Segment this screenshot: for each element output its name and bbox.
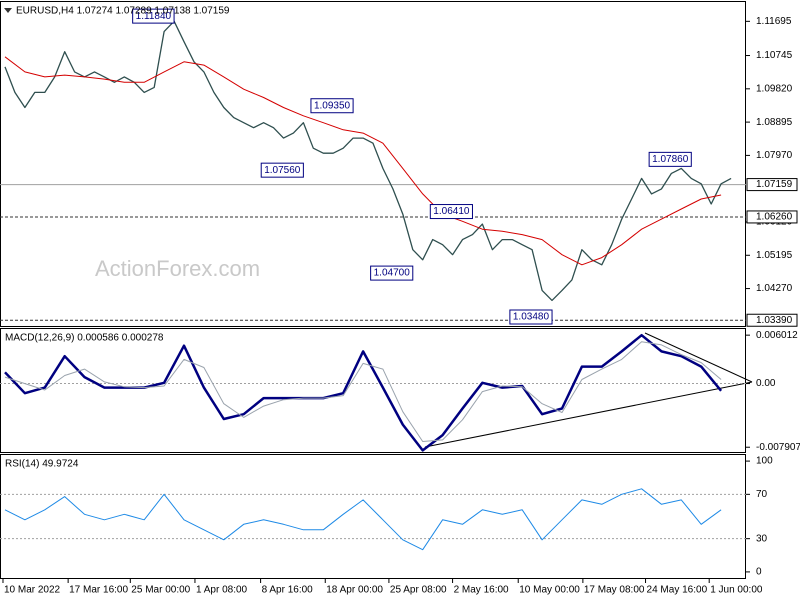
price-annotation: 1.09350 — [314, 100, 351, 111]
price-label: 1.07159 — [756, 179, 793, 190]
price-label-box — [746, 178, 798, 192]
trendline — [644, 332, 753, 383]
y-tick-label: 1.09820 — [756, 83, 793, 94]
x-tick-label: 25 Mar 00:00 — [131, 585, 190, 596]
series-line — [4, 20, 732, 302]
price-annotation: 1.04700 — [374, 268, 411, 279]
x-tick-label: 18 Apr 00:00 — [326, 585, 383, 596]
price-annotation-box — [310, 98, 354, 114]
x-tick-label: 1 Jun 00:00 — [710, 585, 763, 596]
series-line — [4, 56, 722, 266]
price-label: 1.03390 — [756, 315, 793, 326]
x-tick-label: 2 May 16:00 — [454, 585, 509, 596]
price-annotation: 1.06410 — [433, 206, 470, 217]
panel-frame — [0, 454, 746, 579]
price-annotation-box — [260, 162, 304, 178]
price-annotation: 1.03480 — [513, 312, 550, 323]
price-label: 1.06260 — [756, 212, 793, 223]
trendline — [424, 381, 753, 448]
panel-title: EURUSD,H4 1.07274 1.07289 1.07138 1.0715… — [16, 6, 230, 17]
y-tick-label: 70 — [756, 489, 768, 500]
price-annotation-box — [370, 265, 414, 281]
price-label-box — [746, 313, 798, 327]
y-tick-label: 1.07970 — [756, 150, 793, 161]
menu-icon — [4, 8, 12, 13]
y-tick-label: 1.08895 — [756, 117, 793, 128]
panel-frame — [0, 328, 746, 453]
x-tick-label: 8 Apr 16:00 — [262, 585, 314, 596]
x-tick-label: 17 May 08:00 — [584, 585, 645, 596]
x-tick-label: 1 Apr 08:00 — [196, 585, 248, 596]
y-tick-label: 0.00 — [756, 378, 776, 389]
y-tick-label: 100 — [756, 456, 773, 467]
y-tick-label: 1.04270 — [756, 283, 793, 294]
x-tick-label: 25 Apr 08:00 — [390, 585, 447, 596]
panel-frame — [0, 1, 746, 327]
panel-title: MACD(12,26,9) 0.000586 0.000278 — [5, 333, 164, 344]
series-line — [4, 341, 722, 442]
price-annotation-box — [132, 8, 175, 24]
x-tick-label: 10 Mar 2022 — [4, 585, 61, 596]
price-annotation: 1.11840 — [136, 11, 172, 22]
price-annotation: 1.07560 — [264, 165, 301, 176]
x-tick-label: 10 May 00:00 — [519, 585, 580, 596]
price-annotation: 1.07860 — [652, 154, 689, 165]
y-tick-label: 0.006012 — [756, 330, 798, 341]
price-annotation-box — [509, 309, 553, 325]
y-tick-label: 1.11695 — [756, 16, 792, 27]
price-annotation-box — [429, 204, 473, 220]
y-tick-label: 1.05195 — [756, 250, 793, 261]
x-tick-label: 24 May 16:00 — [647, 585, 708, 596]
series-line — [4, 488, 722, 551]
watermark: ActionForex.com — [95, 256, 260, 281]
x-tick-label: 17 Mar 16:00 — [69, 585, 128, 596]
price-label-box — [746, 210, 798, 224]
y-tick-label: -0.007907 — [756, 442, 800, 453]
panel-title: RSI(14) 49.9724 — [5, 459, 79, 470]
series-line — [4, 333, 723, 452]
y-tick-label: 1.10745 — [756, 50, 793, 61]
price-annotation-box — [648, 151, 692, 167]
y-tick-label: 0 — [756, 567, 762, 578]
y-tick-label: 30 — [756, 533, 768, 544]
